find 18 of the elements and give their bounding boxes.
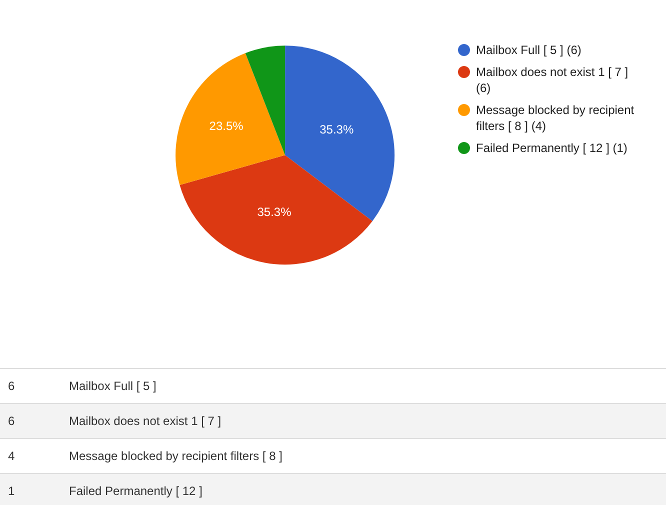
text: Mailbox Full [ 5 ] <box>61 368 666 404</box>
legend-label: Mailbox does not exist 1 [ 7 ] (6) <box>476 64 630 96</box>
data-label: 35.3% <box>257 204 292 219</box>
text: Message blocked by recipient filters [ 8 ] <box>61 438 666 474</box>
pie-slice <box>245 46 286 156</box>
pie-slice <box>180 155 372 264</box>
text: 4 <box>0 438 61 474</box>
text: 6 <box>0 404 61 438</box>
data-label: 35.3% <box>320 122 354 136</box>
legend-label: Mailbox Full [ 5 ] (6) <box>476 42 582 58</box>
text: Failed Permanently [ 12 ] <box>61 474 666 505</box>
pie-slice <box>176 53 286 186</box>
legend-label: Message blocked by recipient filters [ 8 ] (4) <box>476 102 636 134</box>
text: Mailbox does not exist 1 [ 7 ] <box>61 404 666 438</box>
legend-label: Failed Permanently [ 12 ] (1) <box>476 140 628 156</box>
data-label: 23.5% <box>209 118 244 133</box>
text: 1 <box>0 474 61 505</box>
text: 6 <box>0 368 61 404</box>
